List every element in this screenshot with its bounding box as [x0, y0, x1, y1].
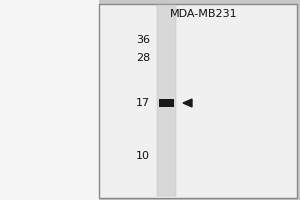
Text: MDA-MB231: MDA-MB231	[170, 9, 238, 19]
Polygon shape	[183, 99, 192, 107]
Bar	[157, 5, 176, 196]
Text: 10: 10	[136, 151, 150, 161]
Bar	[159, 99, 174, 107]
Text: 28: 28	[136, 53, 150, 63]
Bar	[99, 4, 297, 198]
Bar	[0, 0, 99, 200]
Text: 17: 17	[136, 98, 150, 108]
Text: 36: 36	[136, 35, 150, 45]
